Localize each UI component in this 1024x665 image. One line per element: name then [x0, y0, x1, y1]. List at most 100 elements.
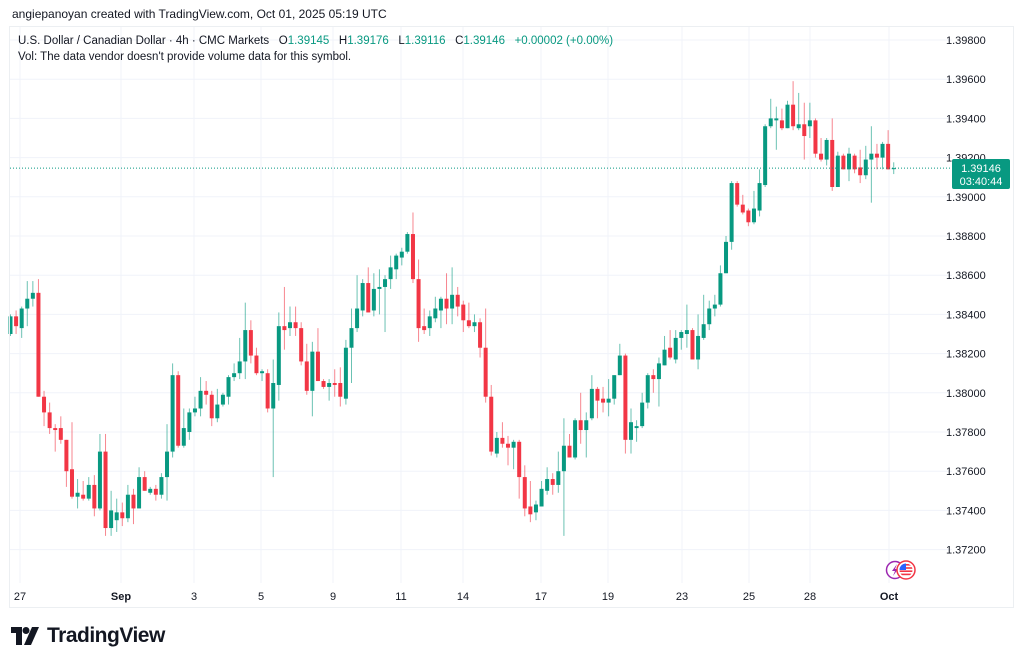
candle-up[interactable]: [807, 102, 812, 138]
candle-down[interactable]: [444, 273, 449, 325]
candle-down[interactable]: [517, 439, 522, 499]
candle-up[interactable]: [763, 124, 768, 187]
candle-up[interactable]: [159, 473, 164, 499]
candle-down[interactable]: [293, 306, 298, 336]
candle-down[interactable]: [81, 481, 86, 501]
candle-up[interactable]: [327, 379, 332, 401]
candle-down[interactable]: [254, 347, 259, 376]
candle-up[interactable]: [30, 281, 35, 307]
candle-down[interactable]: [651, 369, 656, 393]
candle-down[interactable]: [623, 353, 628, 454]
candle-down[interactable]: [746, 208, 751, 227]
candle-up[interactable]: [656, 357, 661, 407]
candle-up[interactable]: [427, 310, 432, 336]
candle-down[interactable]: [595, 386, 600, 419]
candle-down[interactable]: [740, 194, 745, 215]
events-icon-group[interactable]: [885, 560, 916, 580]
candle-down[interactable]: [668, 330, 673, 360]
candle-down[interactable]: [422, 308, 427, 334]
candle-down[interactable]: [58, 416, 63, 444]
candle-up[interactable]: [561, 418, 566, 536]
candle-up[interactable]: [539, 481, 544, 507]
candle-down[interactable]: [478, 318, 483, 358]
candle-up[interactable]: [394, 253, 399, 280]
candle-up[interactable]: [545, 467, 550, 495]
candle-up[interactable]: [634, 420, 639, 442]
candle-down[interactable]: [852, 153, 857, 174]
us-flag-icon[interactable]: [896, 560, 916, 580]
candle-up[interactable]: [824, 138, 829, 166]
candle-up[interactable]: [226, 375, 231, 405]
candle-up[interactable]: [645, 373, 650, 409]
candle-up[interactable]: [271, 359, 276, 478]
candle-down[interactable]: [522, 465, 527, 517]
candle-down[interactable]: [886, 130, 891, 170]
candle-up[interactable]: [8, 314, 13, 336]
candle-up[interactable]: [617, 343, 622, 376]
candle-up[interactable]: [556, 451, 561, 493]
candle-up[interactable]: [260, 369, 265, 382]
candle-down[interactable]: [858, 149, 863, 184]
candle-down[interactable]: [176, 371, 181, 448]
candle-up[interactable]: [869, 126, 874, 203]
candle-up[interactable]: [785, 100, 790, 129]
candle-up[interactable]: [399, 247, 404, 266]
candle-up[interactable]: [192, 396, 197, 417]
candle-down[interactable]: [47, 402, 52, 434]
candle-down[interactable]: [69, 422, 74, 499]
candle-up[interactable]: [880, 141, 885, 170]
candle-down[interactable]: [819, 138, 824, 162]
candle-up[interactable]: [712, 294, 717, 317]
candle-down[interactable]: [461, 300, 466, 333]
candle-up[interactable]: [679, 330, 684, 350]
candle-up[interactable]: [75, 479, 80, 509]
candle-down[interactable]: [120, 502, 125, 527]
candle-up[interactable]: [181, 408, 186, 448]
candle-up[interactable]: [511, 439, 516, 470]
candle-down[interactable]: [209, 390, 214, 427]
candle-down[interactable]: [204, 381, 209, 405]
candle-up[interactable]: [718, 265, 723, 307]
candle-down[interactable]: [455, 286, 460, 317]
candle-up[interactable]: [684, 304, 689, 348]
candle-up[interactable]: [170, 363, 175, 458]
candle-up[interactable]: [606, 379, 611, 417]
candle-up[interactable]: [165, 424, 170, 501]
candle-up[interactable]: [494, 432, 499, 458]
candle-down[interactable]: [304, 343, 309, 395]
candle-up[interactable]: [751, 190, 756, 225]
candle-up[interactable]: [835, 151, 840, 187]
candle-down[interactable]: [265, 369, 270, 413]
candle-up[interactable]: [640, 392, 645, 429]
symbol-description[interactable]: U.S. Dollar / Canadian Dollar · 4h · CMC…: [18, 35, 270, 47]
candle-down[interactable]: [315, 328, 320, 382]
candle-down[interactable]: [874, 143, 879, 170]
candle-up[interactable]: [662, 335, 667, 366]
candle-down[interactable]: [489, 384, 494, 456]
candle-up[interactable]: [673, 330, 678, 364]
candle-up[interactable]: [768, 98, 773, 129]
candle-up[interactable]: [796, 92, 801, 131]
candle-up[interactable]: [19, 306, 24, 338]
candle-down[interactable]: [53, 424, 58, 452]
candle-up[interactable]: [148, 486, 153, 495]
candle-up[interactable]: [310, 341, 315, 417]
candle-down[interactable]: [690, 328, 695, 360]
candle-down[interactable]: [410, 212, 415, 284]
candle-up[interactable]: [729, 181, 734, 250]
candle-up[interactable]: [377, 269, 382, 315]
candle-down[interactable]: [500, 422, 505, 448]
candle-down[interactable]: [601, 386, 606, 413]
candle-down[interactable]: [567, 433, 572, 458]
candle-up[interactable]: [243, 302, 248, 380]
candle-down[interactable]: [142, 471, 147, 491]
candle-up[interactable]: [405, 232, 410, 254]
candle-up[interactable]: [349, 308, 354, 383]
candle-up[interactable]: [757, 169, 762, 217]
candle-up[interactable]: [383, 275, 388, 333]
candle-up[interactable]: [701, 294, 706, 340]
candle-down[interactable]: [466, 302, 471, 329]
candle-up[interactable]: [707, 300, 712, 331]
candle-down[interactable]: [64, 439, 69, 487]
